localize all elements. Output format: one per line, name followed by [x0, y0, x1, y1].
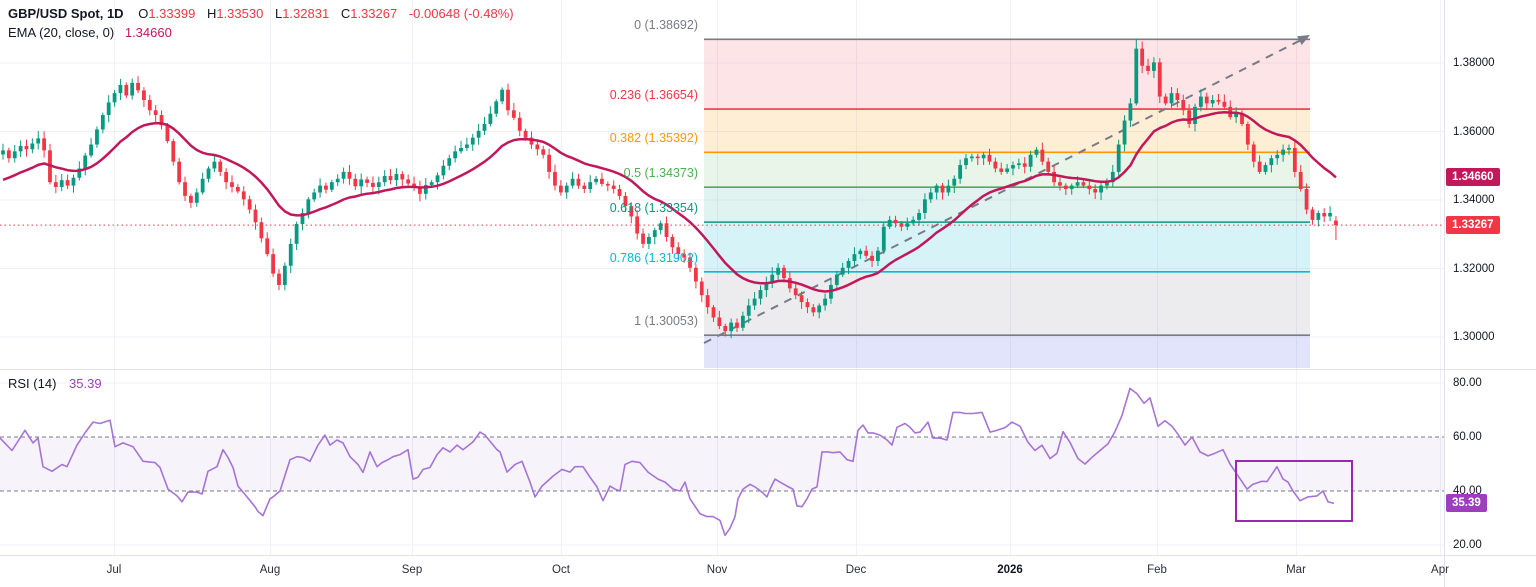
low-value: 1.32831: [282, 6, 330, 21]
fib-label: 0.236 (1.36654): [609, 88, 698, 103]
symbol-title: GBP/USD Spot, 1D: [8, 6, 124, 21]
trendline-arrow-icon: [1297, 35, 1310, 45]
symbol-legend[interactable]: GBP/USD Spot, 1D O1.33399 H1.33530 L1.32…: [8, 6, 517, 21]
ema-price-badge: 1.34660: [1446, 168, 1500, 187]
ema-legend[interactable]: EMA (20, close, 0) 1.34660: [8, 25, 175, 40]
fib-label: 0.382 (1.35392): [609, 131, 698, 146]
close-value: 1.33267: [350, 6, 398, 21]
fib-label: 0 (1.38692): [634, 18, 698, 33]
time-label-apr: Apr: [1431, 564, 1449, 576]
fib-retracement-zone[interactable]: [704, 38, 1310, 368]
open-label: O: [138, 6, 149, 21]
close-label: C: [340, 6, 351, 21]
fib-band: [704, 187, 1310, 223]
time-label-dec: Dec: [845, 564, 867, 576]
ema-label: EMA (20, close, 0): [8, 25, 115, 40]
fib-label: 1 (1.30053): [634, 314, 698, 329]
high-label: H: [206, 6, 217, 21]
time-label-feb: Feb: [1147, 564, 1167, 576]
candlesticks: [1, 39, 1338, 339]
rsi-value-badge: 35.39: [1446, 494, 1487, 513]
trendline[interactable]: [703, 35, 1310, 344]
last-price-badge: 1.33267: [1446, 216, 1500, 235]
high-value: 1.33530: [216, 6, 264, 21]
rsi-highlight-rect[interactable]: [1235, 460, 1353, 522]
ema-value: 1.34660: [124, 25, 172, 40]
price-scale[interactable]: 1.38000 1.36000 1.34000 1.32000 1.30000 1.346…: [1445, 0, 1536, 555]
time-label-sep: Sep: [401, 564, 423, 576]
price-tick: 1.36000: [1453, 125, 1495, 138]
change-value: -0.00648 (-0.48%): [408, 6, 514, 21]
fib-label: 0.5 (1.34373): [623, 166, 698, 181]
rsi-tick: 40.00: [1453, 485, 1482, 497]
price-tick: 1.30000: [1453, 331, 1495, 343]
time-label-jul: Jul: [106, 564, 122, 576]
grid-lines: [0, 0, 1444, 555]
open-value: 1.33399: [148, 6, 196, 21]
rsi-line: [0, 387, 1335, 537]
low-label: L: [274, 6, 283, 21]
fib-label: 0.618 (1.33354): [609, 201, 698, 216]
fib-band: [704, 39, 1310, 110]
time-label-mar: Mar: [1286, 564, 1306, 576]
rsi-band: [0, 437, 1444, 491]
rsi-label: RSI (14): [8, 376, 57, 391]
price-tick: 1.34000: [1453, 194, 1495, 206]
ema-line[interactable]: [2, 110, 1337, 293]
rsi-tick: 20.00: [1453, 539, 1482, 551]
price-tick: 1.32000: [1453, 262, 1495, 275]
time-label-nov: Nov: [706, 564, 728, 576]
time-label-2026: 2026: [997, 564, 1023, 576]
time-label-aug: Aug: [259, 564, 281, 576]
time-scale[interactable]: Jul Aug Sep Oct Nov Dec 2026 Feb Mar Apr: [0, 556, 1449, 587]
fib-label: 0.786 (1.31902): [609, 250, 698, 265]
rsi-legend[interactable]: RSI (14) 35.39: [8, 376, 105, 391]
rsi-tick: 60.00: [1453, 431, 1482, 443]
rsi-tick: 80.00: [1453, 377, 1482, 389]
time-label-oct: Oct: [552, 564, 570, 576]
rsi-pane[interactable]: [0, 387, 1444, 537]
rsi-value: 35.39: [69, 376, 102, 391]
fib-band: [704, 271, 1310, 336]
fib-band: [704, 222, 1310, 272]
price-tick: 1.38000: [1453, 57, 1495, 69]
fib-band: [704, 335, 1310, 368]
fib-band: [704, 109, 1310, 153]
